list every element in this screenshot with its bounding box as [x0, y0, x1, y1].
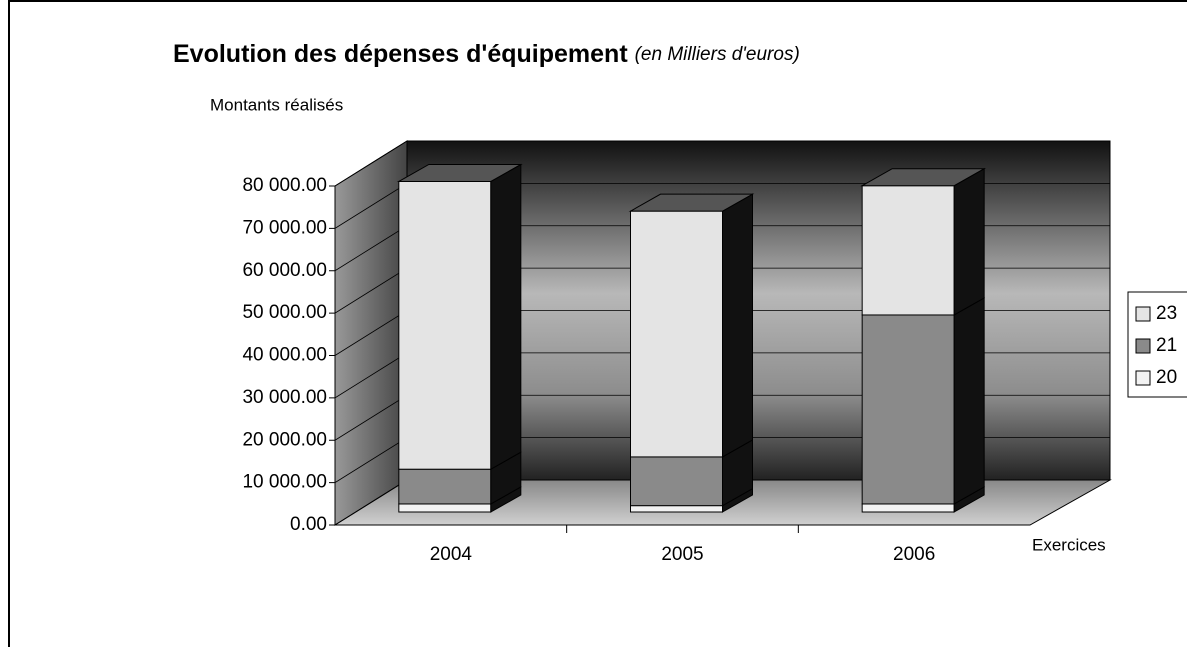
chart-title: Evolution des dépenses d'équipement (en … — [173, 40, 800, 68]
y-tick-label: 80 000.00 — [242, 175, 327, 196]
bar-front — [398, 180, 492, 470]
y-tick-label: 0.00 — [290, 514, 327, 535]
bar-front — [861, 314, 955, 505]
x-tick-label: 2006 — [893, 544, 935, 565]
y-tick-label: 20 000.00 — [242, 429, 327, 450]
legend: 23 21 20 — [1127, 291, 1187, 398]
bar-front — [630, 210, 723, 458]
bar-segment — [860, 167, 987, 316]
bar-front — [861, 185, 955, 316]
y-axis-label: Montants réalisés — [210, 95, 343, 114]
y-tick-label: 10 000.00 — [242, 472, 327, 493]
bar-segment — [630, 439, 753, 507]
bar-side — [722, 193, 753, 458]
bar-front — [630, 456, 723, 507]
bar-top — [860, 168, 987, 187]
bar-side — [490, 163, 522, 471]
legend-label: 21 — [1156, 335, 1177, 356]
bar-side — [953, 297, 985, 505]
x-tick-label: 2005 — [661, 544, 703, 565]
bar-side — [953, 167, 985, 316]
bar-segment — [628, 193, 755, 458]
subtitle: (en Milliers d'euros) — [635, 44, 800, 65]
legend-swatch — [1135, 306, 1151, 322]
legend-label: 20 — [1156, 367, 1177, 388]
bar-front — [861, 503, 955, 513]
bar-segment — [861, 297, 985, 505]
grid-line — [334, 140, 1110, 187]
plot: 0.00 10 000.00 20 000.00 30 000.00 40 000.00… — [242, 140, 1112, 565]
y-tick-label: 60 000.00 — [242, 260, 327, 281]
y-tick-label: 40 000.00 — [242, 345, 327, 366]
y-tick-label: 70 000.00 — [242, 217, 327, 238]
legend-swatch — [1135, 338, 1151, 354]
bar-front — [630, 505, 723, 513]
frame — [8, 0, 1187, 647]
bar-top — [396, 163, 523, 182]
title: Evolution des dépenses d'équipement — [173, 40, 628, 68]
legend-label: 23 — [1156, 303, 1177, 324]
y-tick-label: 30 000.00 — [242, 387, 327, 408]
bar-segment — [396, 163, 523, 471]
x-tick-label: 2004 — [430, 544, 473, 565]
x-axis-label: Exercices — [1032, 535, 1106, 554]
y-tick-label: 50 000.00 — [242, 302, 327, 323]
bar-top — [628, 193, 755, 212]
legend-swatch — [1135, 370, 1151, 386]
bar-front — [398, 468, 492, 505]
bar-front — [398, 503, 492, 513]
